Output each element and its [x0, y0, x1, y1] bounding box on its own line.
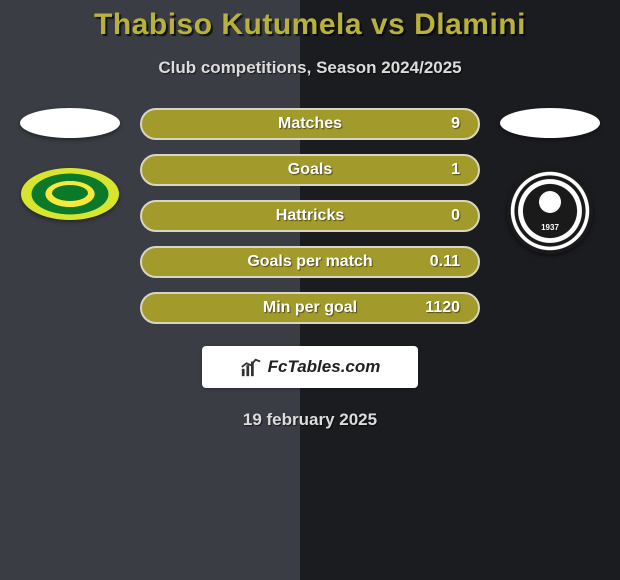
- pirates-crest-icon: 1937: [507, 168, 593, 254]
- sundowns-crest-icon: [21, 168, 119, 220]
- branding-badge: FcTables.com: [202, 346, 418, 388]
- stat-row: Goals per match 0.11: [140, 246, 480, 278]
- stat-row: Min per goal 1120: [140, 292, 480, 324]
- stat-value-right: 1: [424, 161, 460, 179]
- page-subtitle: Club competitions, Season 2024/2025: [0, 58, 620, 78]
- stat-row: Hattricks 0: [140, 200, 480, 232]
- stat-value-right: 0.11: [424, 253, 460, 271]
- stat-label: Matches: [278, 115, 342, 133]
- page-title: Thabiso Kutumela vs Dlamini: [0, 8, 620, 42]
- stat-label: Goals per match: [247, 253, 372, 271]
- stat-row: Matches 9: [140, 108, 480, 140]
- crest-year: 1937: [541, 223, 559, 232]
- stat-value-right: 1120: [424, 299, 460, 317]
- stat-value-right: 0: [424, 207, 460, 225]
- stat-label: Min per goal: [263, 299, 357, 317]
- date-stamp: 19 february 2025: [0, 410, 620, 430]
- stat-value-right: 9: [424, 115, 460, 133]
- stat-row: Goals 1: [140, 154, 480, 186]
- stat-label: Goals: [288, 161, 332, 179]
- fctables-icon: [240, 356, 262, 378]
- stats-list: Matches 9 Goals 1 Hattricks 0 Goals per match 0…: [140, 108, 480, 324]
- flag-right: [500, 108, 600, 138]
- branding-text: FcTables.com: [268, 357, 381, 377]
- stat-label: Hattricks: [276, 207, 344, 225]
- player-right-column: 1937: [480, 108, 620, 254]
- player-left-column: [0, 108, 140, 220]
- flag-left: [20, 108, 120, 138]
